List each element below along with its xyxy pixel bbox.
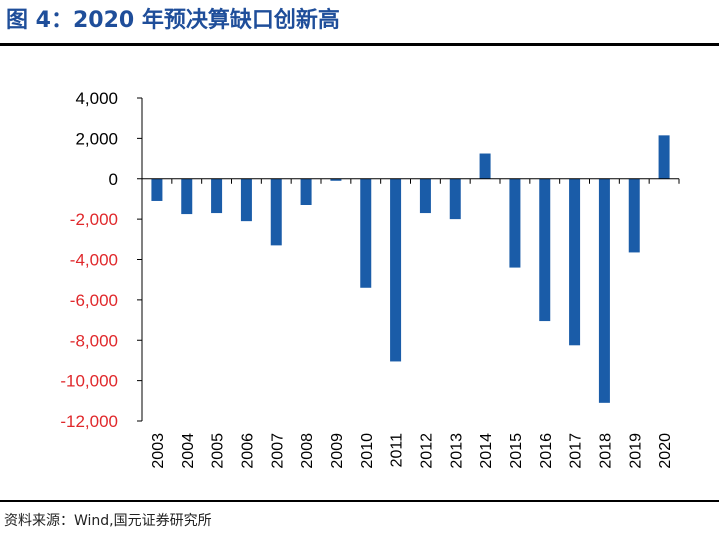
footer-divider <box>0 500 719 502</box>
y-tick-label: 0 <box>109 170 118 189</box>
y-tick-label: -12,000 <box>60 412 118 431</box>
x-tick-label: 2012 <box>418 433 435 469</box>
y-tick-label: -8,000 <box>70 331 118 350</box>
x-tick-label: 2003 <box>150 433 167 469</box>
bar-2016 <box>539 178 551 322</box>
bar-2009 <box>330 178 342 181</box>
x-tick-label: 2015 <box>508 433 525 469</box>
figure-title: 图 4：2020 年预决算缺口创新高 <box>6 8 340 33</box>
bar-2013 <box>449 178 461 220</box>
bar-2004 <box>181 178 193 215</box>
y-tick-label: 4,000 <box>75 89 118 108</box>
bar-2014 <box>479 153 491 179</box>
y-tick-label: -4,000 <box>70 251 118 270</box>
x-tick-label: 2009 <box>329 433 346 469</box>
bar-2015 <box>509 178 521 268</box>
bar-2005 <box>211 178 223 214</box>
x-tick-label: 2006 <box>239 433 256 469</box>
bar-2018 <box>598 178 610 403</box>
bar-2007 <box>270 178 282 246</box>
bar-chart: 4,000 2,000 0 -2,000 -4,000 -6,000 -8,000 -10,0… <box>60 89 680 469</box>
x-tick-label: 2005 <box>210 433 227 469</box>
y-tick-label: -6,000 <box>70 291 118 310</box>
x-tick-label: 2004 <box>180 433 197 469</box>
bar-2008 <box>300 178 312 205</box>
bar-2019 <box>628 178 640 253</box>
x-tick-label: 2011 <box>389 433 406 468</box>
bar-2006 <box>240 178 252 222</box>
x-tick-label: 2017 <box>568 433 585 469</box>
x-tick-label: 2020 <box>657 433 674 469</box>
y-tick-label: 2,000 <box>75 129 118 148</box>
bar-2011 <box>390 178 402 362</box>
bar-2012 <box>419 178 431 214</box>
x-tick-label: 2007 <box>269 433 286 469</box>
y-tick-label: -10,000 <box>60 372 118 391</box>
x-tick-label: 2013 <box>448 433 465 469</box>
bar-2003 <box>151 178 163 201</box>
x-tick-label: 2010 <box>359 433 376 469</box>
x-tick-label: 2008 <box>299 433 316 469</box>
x-tick-label: 2016 <box>538 433 555 469</box>
source-note: 资料来源：Wind,国元证券研究所 <box>4 513 212 529</box>
title-divider <box>0 43 719 46</box>
x-tick-label: 2018 <box>597 433 614 469</box>
bar-2020 <box>658 135 670 179</box>
x-tick-label: 2014 <box>478 433 495 469</box>
bar-2017 <box>569 178 581 346</box>
bar-2010 <box>360 178 372 288</box>
y-tick-label: -2,000 <box>70 210 118 229</box>
x-tick-label: 2019 <box>627 433 644 469</box>
